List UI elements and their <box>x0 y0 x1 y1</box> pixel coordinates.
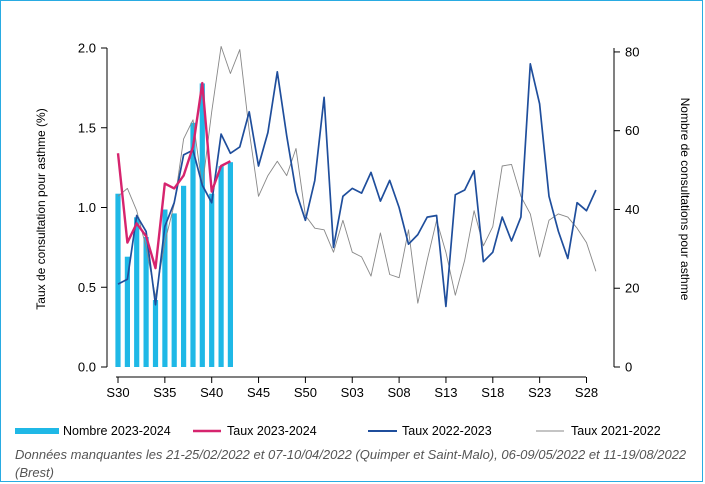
series-line-taux-2021-2022 <box>117 45 597 304</box>
left-y-axis-title: Taux de consultation pour asthme (%) <box>34 108 48 309</box>
bar-S42 <box>227 162 233 367</box>
left-tick-label-1.5: 1.5 <box>78 120 96 135</box>
ticks-layer: 0.0 0.5 1.0 1.5 2.0 0 20 40 60 80 S30 S35 S40 S45 S50 S… <box>78 41 640 401</box>
x-tick-label-S50: S50 <box>294 385 317 400</box>
right-tick-label-20: 20 <box>625 281 639 296</box>
x-tick-label-S23: S23 <box>528 385 551 400</box>
bar-S30 <box>115 193 121 367</box>
left-tick-label-1.0: 1.0 <box>78 200 96 215</box>
legend-item-bars: Nombre 2023-2024 <box>15 424 171 438</box>
bar-S41 <box>218 166 224 367</box>
bar-S34 <box>152 300 159 367</box>
bar-S36 <box>171 213 177 367</box>
series-line-taux-2023-2024 <box>116 81 231 270</box>
lines-layer <box>116 45 597 308</box>
missing-data-note: Données manquantes les 21-25/02/2022 et … <box>15 447 687 480</box>
x-tick-label-S18: S18 <box>481 385 504 400</box>
bar-S31 <box>124 256 130 367</box>
left-tick-label-2.0: 2.0 <box>78 41 96 56</box>
legend: Nombre 2023-2024 Taux 2023-2024 Taux 202… <box>15 424 661 438</box>
legend-item-taux-2022-2023: Taux 2022-2023 <box>368 424 492 438</box>
right-tick-label-80: 80 <box>625 44 639 59</box>
bar-S32 <box>134 217 140 367</box>
x-tick-label-S45: S45 <box>247 385 270 400</box>
x-tick-label-S28: S28 <box>575 385 598 400</box>
legend-item-taux-2021-2022: Taux 2021-2022 <box>536 424 661 438</box>
legend-label-taux-2023-2024: Taux 2023-2024 <box>227 424 317 438</box>
x-tick-label-S40: S40 <box>200 385 223 400</box>
bars-layer <box>115 83 233 368</box>
bar-S35 <box>162 209 168 367</box>
x-tick-label-S08: S08 <box>388 385 411 400</box>
x-tick-label-S30: S30 <box>106 385 129 400</box>
right-tick-label-0: 0 <box>625 360 632 375</box>
legend-item-taux-2023-2024: Taux 2023-2024 <box>193 424 317 438</box>
right-y-axis-title: Nombre de consultations pour asthme <box>678 98 692 301</box>
bar-S40 <box>209 193 215 367</box>
bar-S37 <box>181 185 187 367</box>
legend-label-taux-2021-2022: Taux 2021-2022 <box>571 424 661 438</box>
left-tick-label-0.0: 0.0 <box>78 360 96 375</box>
right-tick-label-40: 40 <box>625 202 639 217</box>
bar-S38 <box>190 122 196 367</box>
bar-S39 <box>199 83 205 368</box>
left-tick-label-0.5: 0.5 <box>78 280 96 295</box>
asthma-consultation-chart: 0.0 0.5 1.0 1.5 2.0 0 20 40 60 80 S30 S35 S40 S45 S50 S… <box>15 41 692 438</box>
legend-label-taux-2022-2023: Taux 2022-2023 <box>402 424 492 438</box>
x-tick-label-S13: S13 <box>434 385 457 400</box>
right-tick-label-60: 60 <box>625 123 639 138</box>
series-line-taux-2022-2023 <box>117 63 597 308</box>
bar-S33 <box>143 237 149 367</box>
x-tick-label-S03: S03 <box>341 385 364 400</box>
legend-label-bars: Nombre 2023-2024 <box>63 424 171 438</box>
legend-swatch-bars <box>15 428 59 434</box>
x-tick-label-S35: S35 <box>153 385 176 400</box>
